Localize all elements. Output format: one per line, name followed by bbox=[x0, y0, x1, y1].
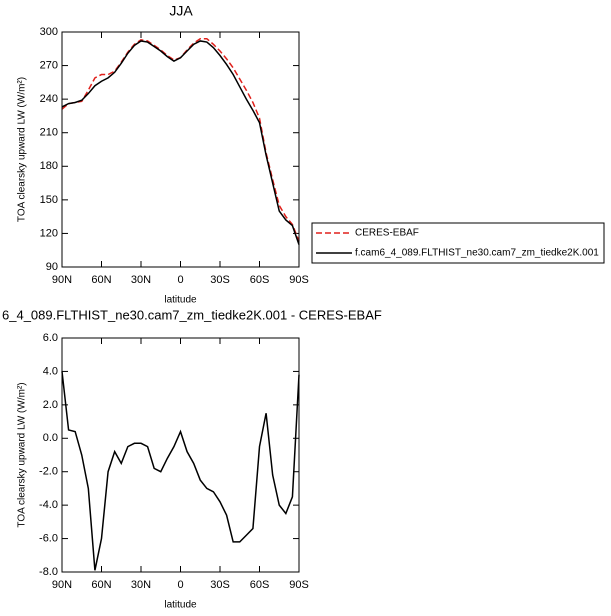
x-tick-label: 0 bbox=[177, 274, 183, 286]
y-tick-label: 150 bbox=[40, 194, 58, 206]
y-tick-label: 6.0 bbox=[43, 332, 58, 344]
x-tick-label: 90N bbox=[52, 274, 72, 286]
y-tick-label: -6.0 bbox=[39, 532, 58, 544]
x-axis-label: latitude bbox=[164, 295, 197, 306]
y-tick-label: -4.0 bbox=[39, 499, 58, 511]
x-tick-label: 0 bbox=[177, 579, 183, 591]
y-axis-label: TOA clearsky upward LW (W/m²) bbox=[17, 77, 28, 222]
y-tick-label: 180 bbox=[40, 160, 58, 172]
data-line bbox=[61, 371, 300, 571]
y-tick-label: 90 bbox=[46, 261, 58, 273]
y-axis-label: TOA clearsky upward LW (W/m²) bbox=[17, 382, 28, 527]
x-tick-label: 60N bbox=[91, 274, 111, 286]
x-tick-label: 30S bbox=[210, 579, 230, 591]
data-line bbox=[61, 40, 300, 245]
x-tick-label: 60S bbox=[250, 579, 270, 591]
plot-frame bbox=[61, 31, 300, 268]
y-tick-label: 240 bbox=[40, 93, 58, 105]
y-tick-label: 0.0 bbox=[43, 432, 58, 444]
x-tick-label: 90S bbox=[289, 579, 309, 591]
x-tick-label: 60S bbox=[250, 274, 270, 286]
x-tick-label: 90S bbox=[289, 274, 309, 286]
legend-box bbox=[311, 222, 605, 264]
x-tick-label: 30S bbox=[210, 274, 230, 286]
x-tick-label: 30N bbox=[131, 579, 151, 591]
plot-frame bbox=[61, 337, 300, 573]
legend-label: CERES-EBAF bbox=[355, 228, 419, 239]
y-tick-label: 210 bbox=[40, 127, 58, 139]
x-tick-label: 60N bbox=[91, 579, 111, 591]
x-tick-label: 90N bbox=[52, 579, 72, 591]
y-tick-label: 270 bbox=[40, 59, 58, 71]
y-tick-label: -8.0 bbox=[39, 566, 58, 578]
x-tick-label: 30N bbox=[131, 274, 151, 286]
chart-title: JJA bbox=[169, 3, 193, 19]
chart-title: 6_4_089.FLTHIST_ne30.cam7_zm_tiedke2K.00… bbox=[2, 307, 382, 322]
y-tick-label: 4.0 bbox=[43, 365, 58, 377]
legend-label: f.cam6_4_089.FLTHIST_ne30.cam7_zm_tiedke… bbox=[355, 248, 599, 259]
y-tick-label: 2.0 bbox=[43, 399, 58, 411]
y-tick-label: 300 bbox=[40, 26, 58, 38]
x-axis-label: latitude bbox=[164, 600, 197, 611]
y-tick-label: -2.0 bbox=[39, 466, 58, 478]
y-tick-label: 120 bbox=[40, 227, 58, 239]
